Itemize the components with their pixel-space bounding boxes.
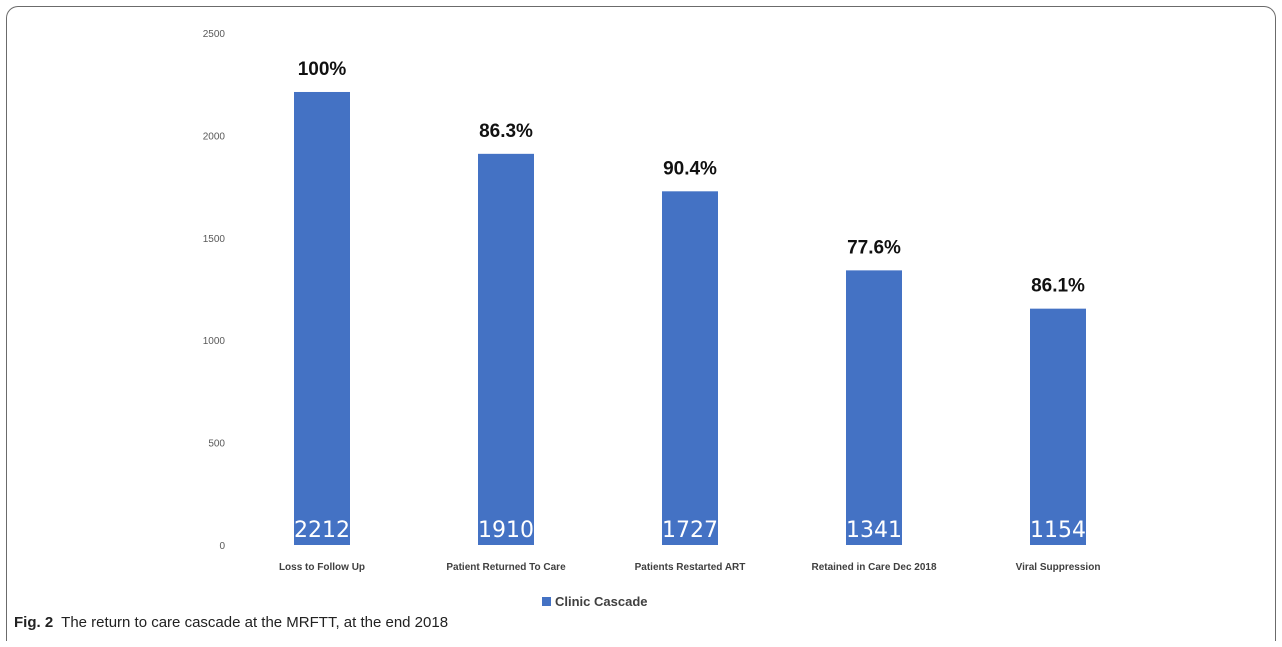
bar-chart: 0 500 1000 1500 2000 2500 2212 1910 1727 1341 115…: [203, 29, 1101, 609]
bar: [662, 191, 718, 545]
bar-value-label: 1910: [478, 518, 534, 543]
bar-percent-label: 86.1%: [1031, 276, 1085, 297]
x-category-label: Patients Restarted ART: [635, 562, 746, 573]
percent-labels: 100% 86.3% 90.4% 77.6% 86.1%: [298, 59, 1085, 297]
legend-swatch: [542, 597, 551, 606]
legend: Clinic Cascade: [542, 594, 648, 609]
bar-percent-label: 77.6%: [847, 237, 901, 258]
value-labels: 2212 1910 1727 1341 1154: [294, 518, 1086, 543]
x-category-label: Retained in Care Dec 2018: [811, 562, 936, 573]
bars: [294, 91, 1086, 546]
x-category-label: Loss to Follow Up: [279, 562, 365, 573]
bar-value-label: 1727: [662, 518, 718, 543]
bar-value-label: 1154: [1030, 518, 1086, 543]
bar-percent-label: 90.4%: [663, 158, 717, 179]
bar-value-label: 2212: [294, 518, 350, 543]
bar: [1030, 308, 1086, 545]
bar: [294, 91, 350, 546]
y-tick-label: 2500: [203, 29, 226, 40]
y-tick-label: 0: [219, 541, 225, 552]
category-labels: Loss to Follow Up Patient Returned To Car…: [279, 562, 1100, 573]
figure-caption: Fig. 2 The return to care cascade at the …: [14, 614, 448, 631]
y-tick-label: 1500: [203, 234, 226, 245]
bar: [846, 270, 902, 545]
figure-frame: [6, 6, 1276, 641]
bar-percent-label: 100%: [298, 59, 347, 80]
bar: [478, 153, 534, 545]
bar-value-label: 1341: [846, 518, 902, 543]
x-category-label: Viral Suppression: [1016, 562, 1101, 573]
y-tick-label: 500: [208, 439, 225, 450]
x-category-label: Patient Returned To Care: [446, 562, 566, 573]
caption-label: Fig. 2: [14, 614, 54, 631]
caption-text: The return to care cascade at the MRFTT,…: [61, 614, 449, 631]
legend-label: Clinic Cascade: [555, 594, 648, 609]
bar-percent-label: 86.3%: [479, 121, 533, 142]
y-tick-label: 1000: [203, 336, 226, 347]
y-tick-label: 2000: [203, 131, 226, 142]
y-axis-ticks: 0 500 1000 1500 2000 2500: [203, 29, 226, 552]
